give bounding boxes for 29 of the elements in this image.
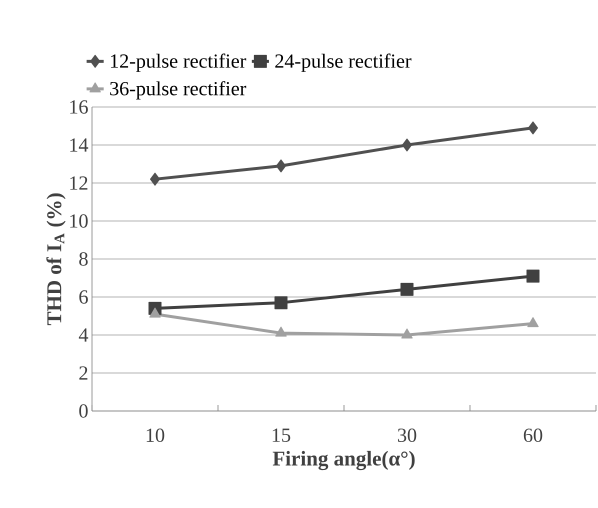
y-tick-label: 16: [70, 100, 88, 114]
y-tick-label: 2: [79, 366, 88, 380]
y-tick-label: 4: [78, 328, 88, 342]
point: [527, 317, 539, 328]
point: [150, 172, 160, 186]
point: [401, 328, 413, 338]
point: [275, 326, 287, 337]
point: [400, 282, 414, 296]
y-tick-label: 14: [70, 138, 88, 152]
y-tick-label: 8: [79, 252, 88, 266]
point: [274, 296, 288, 310]
legend-label: 12-pulse rectifier: [110, 54, 246, 72]
x-tick-label: 60: [524, 428, 542, 442]
point: [528, 121, 538, 134]
y-axis-title: THD of I$_{A}$ (%): [46, 193, 66, 326]
point: [526, 270, 540, 283]
point: [149, 308, 161, 318]
y-tick-label: 6: [79, 290, 88, 304]
legend-label: 24-pulse rectifier: [275, 54, 412, 72]
point: [276, 159, 286, 172]
x-tick-label: 30: [398, 428, 416, 442]
x-tick-label: 15: [272, 428, 290, 442]
y-tick-label: 12: [70, 176, 88, 190]
x-axis-title: Firing angle(α°): [272, 450, 415, 470]
y-tick-label: 0: [79, 404, 88, 418]
point: [402, 138, 412, 152]
legend-label: 36-pulse rectifier: [110, 81, 246, 100]
y-tick-label: 10: [70, 214, 88, 228]
x-tick-label: 10: [146, 428, 164, 442]
